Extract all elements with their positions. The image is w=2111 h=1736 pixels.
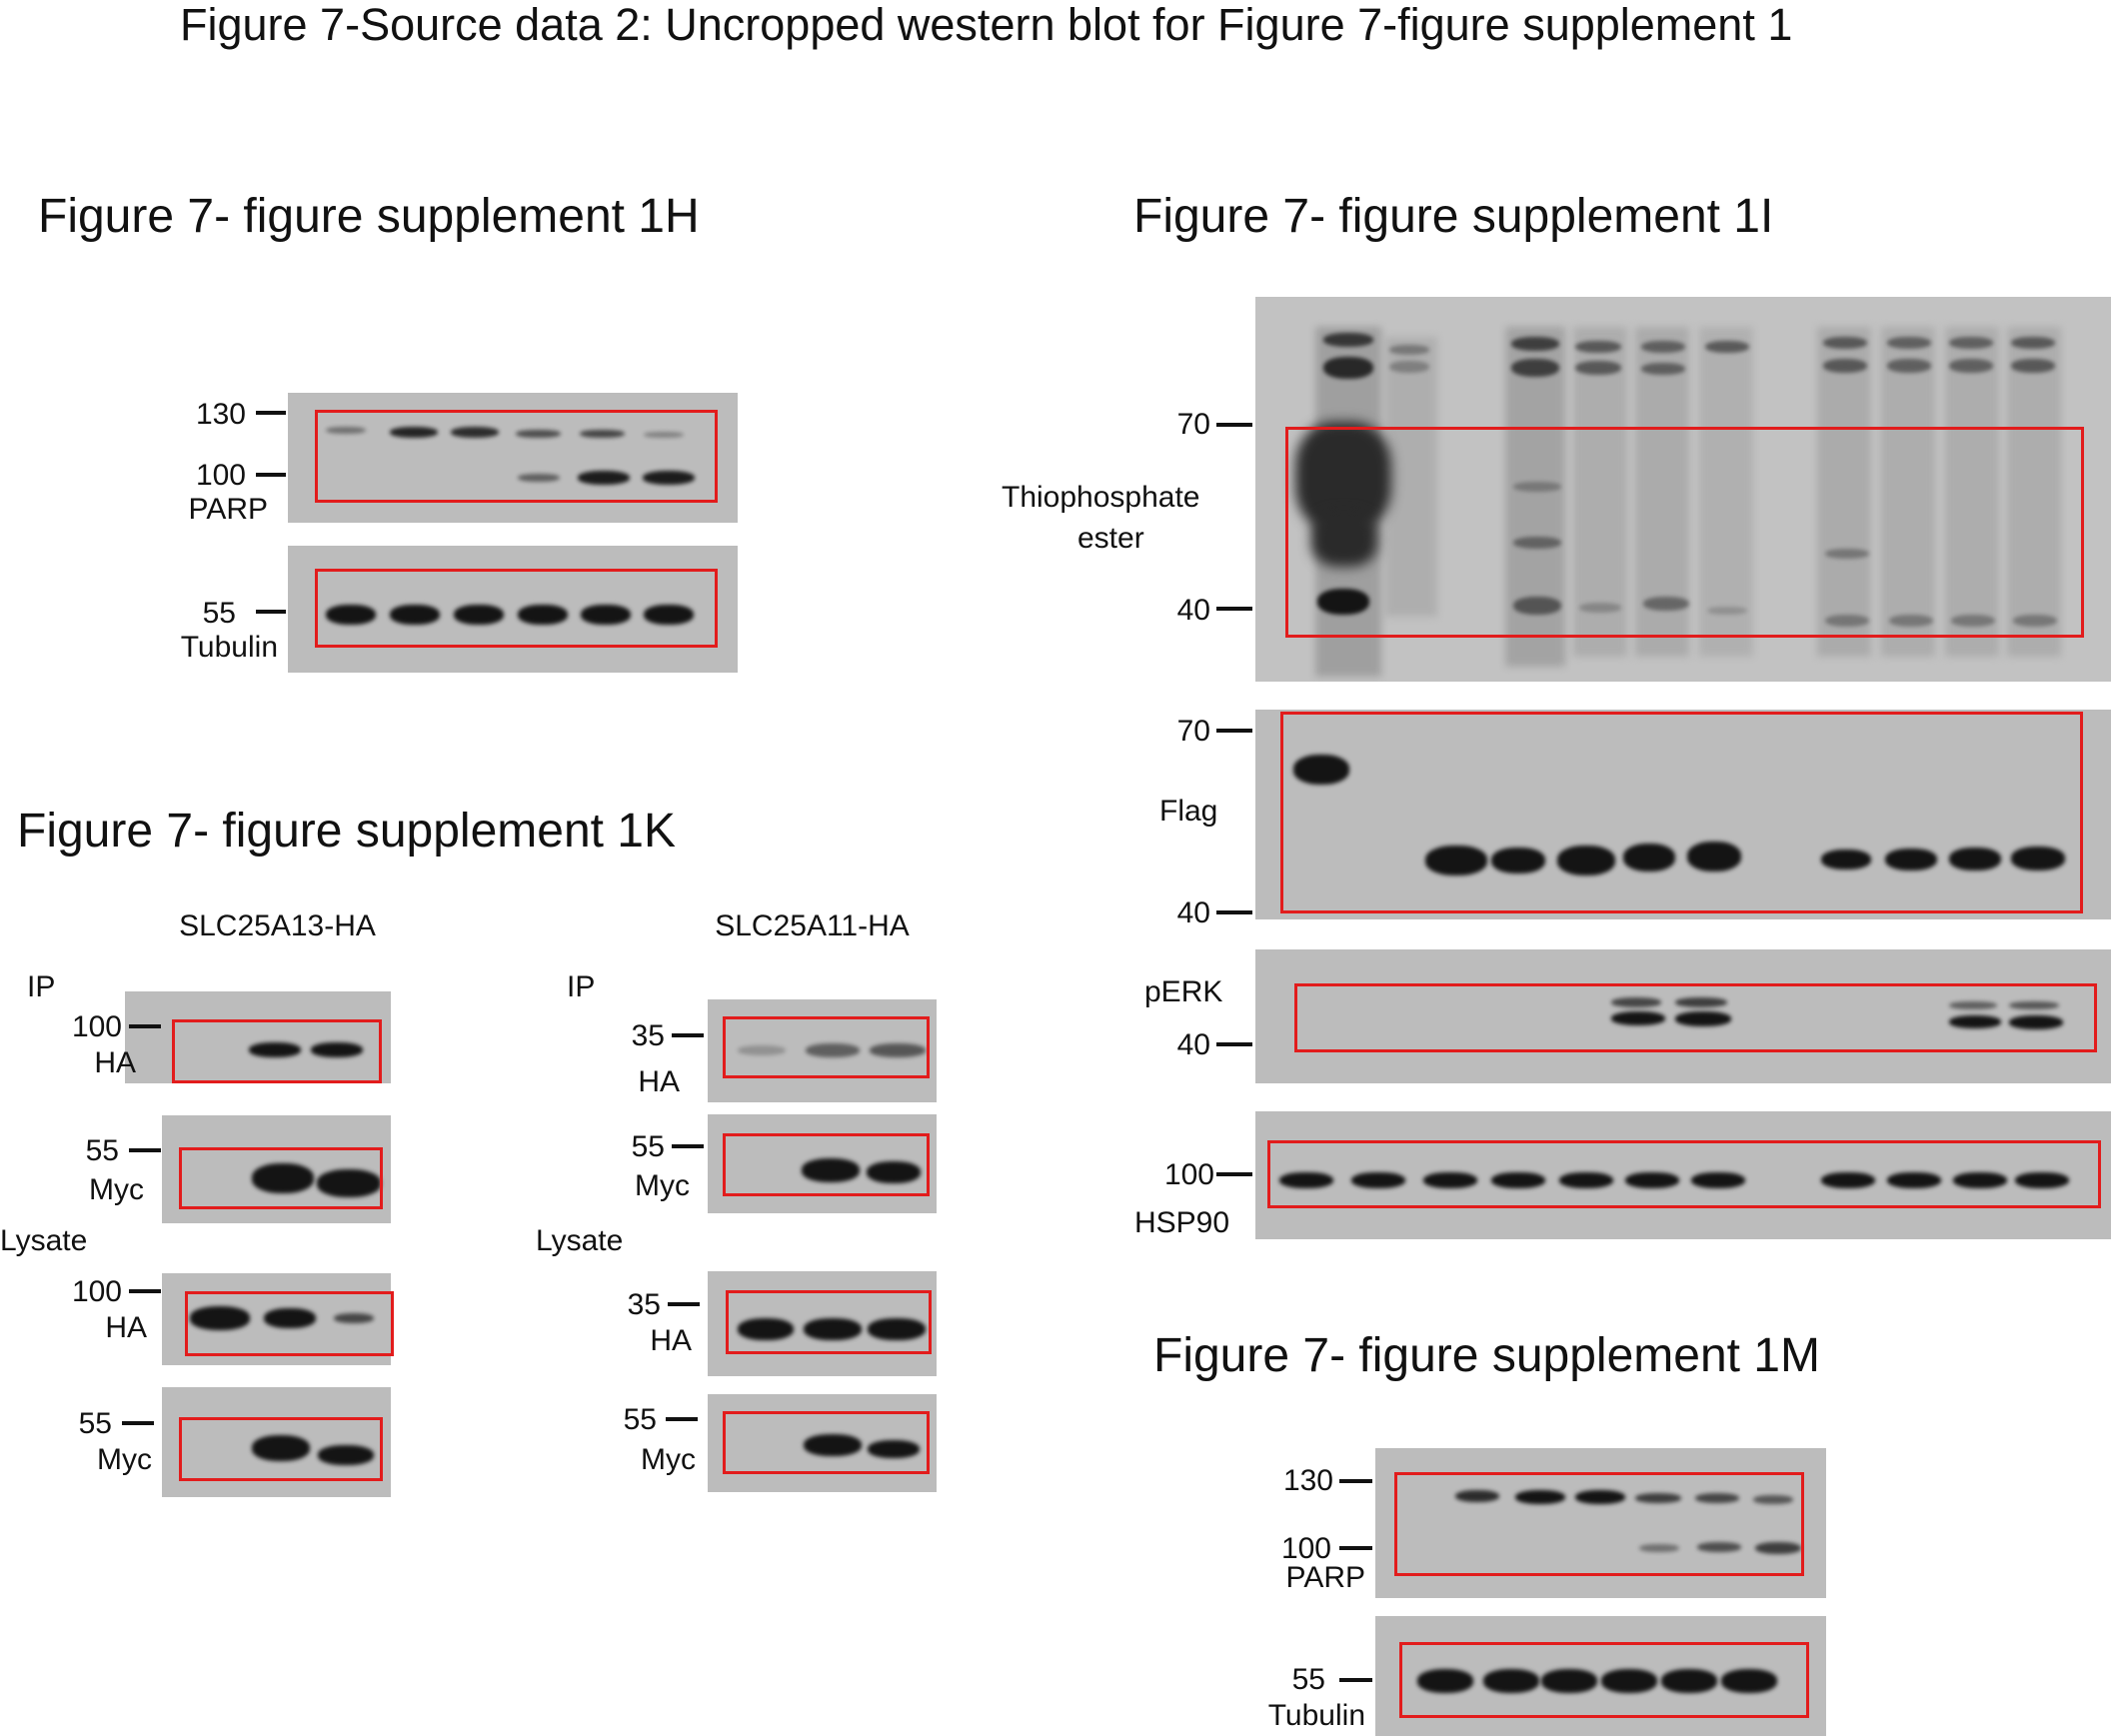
tick-m-130 [1339, 1479, 1372, 1483]
marker-i-40-thio: 40 [1176, 594, 1210, 627]
label-i-ester: ester [1077, 522, 1144, 555]
tick-k-left-55-lysate [122, 1421, 154, 1425]
panel-m-title: Figure 7- figure supplement 1M [1153, 1329, 1820, 1382]
crop-box-m-tubulin [1399, 1642, 1809, 1718]
marker-i-40-perk: 40 [1176, 1028, 1210, 1061]
marker-m-130: 130 [1282, 1464, 1333, 1497]
tick-i-40-thio [1216, 607, 1252, 611]
tick-k-right-35-lysate [668, 1302, 700, 1306]
tick-i-40-perk [1216, 1042, 1252, 1046]
tick-k-left-100-ip [129, 1024, 161, 1028]
marker-k-right-35-ip: 35 [631, 1019, 665, 1052]
panel-i-title: Figure 7- figure supplement 1I [1133, 190, 1774, 243]
crop-box-i-perk [1294, 983, 2097, 1052]
label-m-parp: PARP [1285, 1561, 1365, 1594]
crop-box-h-parp [315, 410, 718, 503]
k-header-slc25a13: SLC25A13-HA [179, 909, 376, 942]
label-k-right-myc-lysate: Myc [641, 1443, 696, 1476]
crop-box-k-left-ip-ha [172, 1019, 382, 1083]
k-left-ip-label: IP [27, 970, 56, 1003]
crop-box-i-flag [1280, 712, 2083, 913]
tick-k-right-55-lysate [666, 1417, 698, 1421]
tick-m-55 [1339, 1678, 1372, 1682]
blot-k-left-lysate-ha [162, 1273, 391, 1365]
tick-h-130 [256, 411, 286, 415]
label-k-left-ha-ip: HA [94, 1046, 136, 1079]
marker-k-right-35-lysate: 35 [627, 1288, 661, 1321]
tick-m-100 [1339, 1546, 1372, 1550]
marker-i-70-flag: 70 [1176, 715, 1210, 748]
label-h-tubulin: Tubulin [180, 631, 278, 664]
label-k-left-ha-lysate: HA [105, 1311, 147, 1344]
marker-i-100-hsp90: 100 [1163, 1158, 1214, 1191]
label-i-hsp90: HSP90 [1134, 1206, 1230, 1239]
marker-h-130: 130 [195, 398, 246, 431]
marker-k-left-55-lysate: 55 [78, 1407, 112, 1440]
blot-i-perk [1255, 949, 2111, 1083]
marker-k-left-100-lysate: 100 [71, 1275, 122, 1308]
tick-i-70-flag [1216, 729, 1252, 733]
tick-h-55 [256, 610, 286, 614]
blot-i-hsp90 [1255, 1111, 2111, 1239]
blot-h-tubulin [288, 546, 738, 673]
crop-box-k-right-ip-ha [723, 1016, 930, 1078]
tick-i-100-hsp90 [1216, 1172, 1252, 1176]
label-m-tubulin: Tubulin [1267, 1699, 1365, 1732]
crop-box-k-left-lysate-ha [185, 1291, 394, 1356]
tick-k-left-55-ip [129, 1148, 161, 1152]
label-k-right-myc-ip: Myc [635, 1169, 690, 1202]
panel-h-title: Figure 7- figure supplement 1H [38, 190, 700, 243]
k-header-slc25a11: SLC25A11-HA [715, 909, 910, 942]
marker-m-100: 100 [1280, 1532, 1331, 1565]
tick-k-right-35-ip [672, 1033, 704, 1037]
label-i-perk: pERK [1144, 975, 1223, 1008]
blot-i-thiophosphate [1255, 297, 2111, 682]
crop-box-k-right-lysate-ha [726, 1290, 932, 1354]
tick-k-right-55-ip [672, 1144, 704, 1148]
blot-k-right-lysate-ha [708, 1271, 937, 1376]
label-i-thiophosphate: Thiophosphate [1002, 481, 1200, 514]
blot-k-left-ip-ha [125, 991, 391, 1083]
marker-k-left-100-ip: 100 [71, 1010, 122, 1043]
k-right-lysate-label: Lysate [536, 1224, 624, 1257]
page-title: Figure 7-Source data 2: Uncropped wester… [180, 0, 1793, 50]
crop-box-k-left-lysate-myc [179, 1417, 383, 1481]
marker-k-right-55-ip: 55 [631, 1130, 665, 1163]
label-k-right-ha-ip: HA [638, 1065, 680, 1098]
tick-k-left-100-lysate [129, 1289, 161, 1293]
marker-h-100: 100 [195, 459, 246, 492]
blot-k-left-ip-myc [162, 1115, 391, 1223]
marker-m-55: 55 [1291, 1663, 1325, 1696]
k-right-ip-label: IP [567, 970, 596, 1003]
label-k-left-myc-lysate: Myc [97, 1443, 152, 1476]
label-k-left-myc-ip: Myc [89, 1173, 144, 1206]
blot-k-right-ip-myc [708, 1114, 937, 1213]
label-h-parp: PARP [188, 493, 268, 526]
tick-i-40-flag [1216, 910, 1252, 914]
blot-k-right-lysate-myc [708, 1394, 937, 1492]
crop-box-k-left-ip-myc [179, 1147, 383, 1209]
marker-k-left-55-ip: 55 [85, 1134, 119, 1167]
crop-box-h-tubulin [315, 569, 718, 648]
panel-k-title: Figure 7- figure supplement 1K [17, 805, 677, 858]
marker-h-55: 55 [202, 597, 236, 630]
marker-k-right-55-lysate: 55 [623, 1403, 657, 1436]
crop-box-k-right-ip-myc [723, 1133, 930, 1196]
marker-i-70-thio: 70 [1176, 408, 1210, 441]
tick-h-100 [256, 473, 286, 477]
crop-box-k-right-lysate-myc [723, 1411, 930, 1474]
crop-box-i-hsp90 [1267, 1140, 2101, 1208]
blot-i-flag [1255, 710, 2111, 919]
k-left-lysate-label: Lysate [0, 1224, 88, 1257]
tick-i-70-thio [1216, 423, 1252, 427]
crop-box-m-parp [1394, 1472, 1804, 1576]
label-i-flag: Flag [1159, 795, 1218, 828]
label-k-right-ha-lysate: HA [650, 1324, 692, 1357]
marker-i-40-flag: 40 [1176, 896, 1210, 929]
crop-box-i-thiophosphate [1285, 427, 2084, 638]
